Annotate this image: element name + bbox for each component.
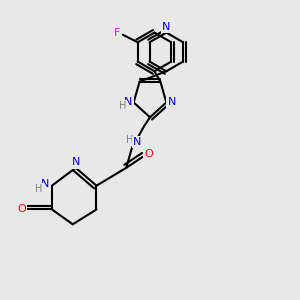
Text: O: O <box>17 204 26 214</box>
Text: N: N <box>167 98 176 107</box>
Text: N: N <box>124 98 133 107</box>
Text: N: N <box>133 137 142 147</box>
Text: O: O <box>144 149 153 160</box>
Text: H: H <box>125 135 133 145</box>
Text: H: H <box>119 101 126 111</box>
Text: N: N <box>71 158 80 167</box>
Text: F: F <box>114 28 120 38</box>
Text: H: H <box>35 184 43 194</box>
Text: N: N <box>41 179 50 189</box>
Text: N: N <box>162 22 170 32</box>
